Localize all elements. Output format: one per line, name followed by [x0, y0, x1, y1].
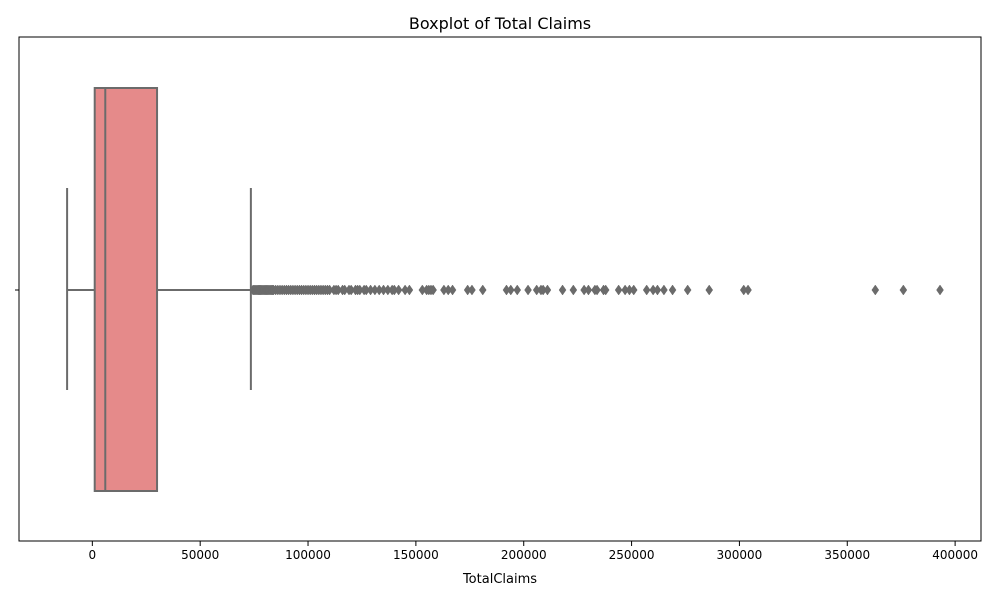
outlier-point: [653, 284, 662, 296]
x-tick-label: 250000: [609, 548, 655, 562]
outlier-point: [429, 284, 437, 296]
x-axis: 0 50000 100000 150000 200000 250000 300000 3500…: [15, 289, 978, 562]
outlier-point: [478, 284, 487, 296]
outlier-point: [899, 284, 908, 296]
outlier-point: [513, 284, 522, 296]
x-tick-label: 150000: [393, 548, 439, 562]
x-tick-label: 300000: [717, 548, 763, 562]
outlier-points: [249, 284, 944, 296]
outlier-point: [569, 284, 578, 296]
outlier-point: [468, 284, 476, 296]
outlier-point: [642, 284, 651, 296]
outlier-point: [543, 284, 552, 296]
iqr-box: [93, 87, 159, 492]
outlier-point: [448, 284, 457, 296]
outlier-point: [558, 284, 567, 296]
x-axis-label: TotalClaims: [462, 572, 537, 587]
outlier-point: [668, 284, 677, 296]
x-tick-label: 100000: [285, 548, 331, 562]
outlier-point: [405, 284, 414, 296]
outlier-point: [660, 284, 668, 296]
x-tick-label: 200000: [501, 548, 547, 562]
outlier-point: [593, 284, 601, 296]
plot-frame: [18, 36, 982, 542]
plot-area: [18, 36, 982, 542]
outlier-point: [614, 284, 623, 296]
outlier-point: [871, 284, 880, 296]
x-tick-label: 350000: [824, 548, 870, 562]
outlier-point: [936, 284, 944, 296]
x-tick-label: 400000: [932, 548, 978, 562]
outlier-point: [584, 284, 593, 296]
outlier-point: [744, 284, 752, 296]
x-tick-label: 50000: [181, 548, 219, 562]
outlier-point: [524, 284, 532, 296]
box-element: [66, 87, 252, 492]
outlier-point: [506, 284, 515, 296]
chart-title: Boxplot of Total Claims: [409, 14, 591, 33]
outlier-point: [601, 284, 610, 296]
outlier-point: [394, 284, 403, 296]
outlier-point: [705, 284, 714, 296]
outlier-point: [629, 284, 638, 296]
x-tick-label: 0: [89, 548, 97, 562]
outlier-point: [683, 284, 692, 296]
